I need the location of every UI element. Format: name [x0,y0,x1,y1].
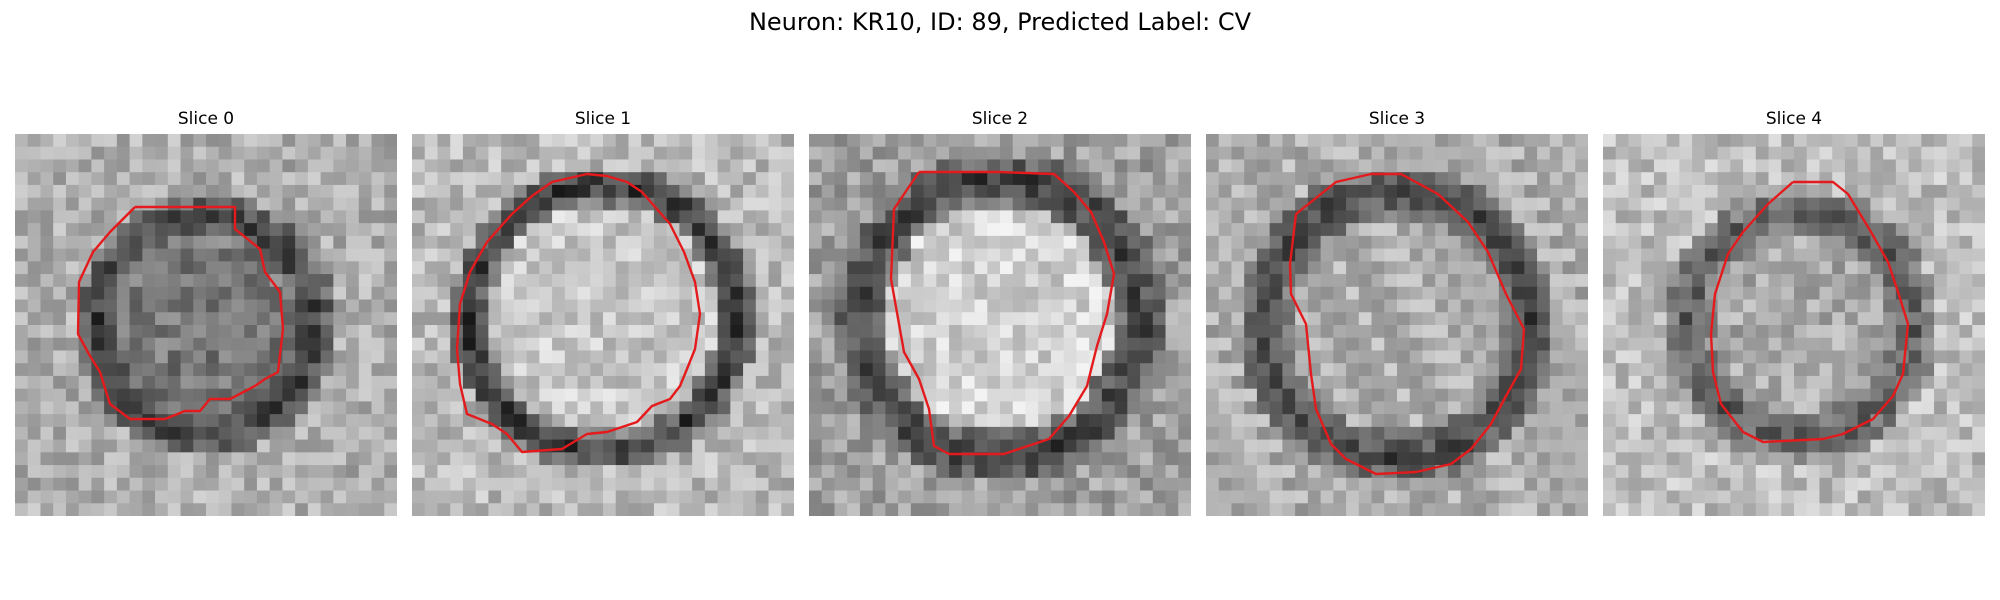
segmentation-contour [1709,180,1910,444]
slice-panel-1: Slice 1 [412,108,794,516]
slice-panel-0: Slice 0 [15,108,397,516]
segmentation-contour [76,205,285,421]
segmentation-contour [455,172,702,454]
slice-title: Slice 2 [971,109,1029,129]
segmentation-contour [1288,172,1526,476]
slice-panel-4: Slice 4 [1603,108,1985,516]
slice-title: Slice 3 [1368,109,1426,129]
slice-title: Slice 1 [574,109,632,129]
slice-image [15,134,397,516]
slice-title: Slice 4 [1765,109,1823,129]
slice-panel-2: Slice 2 [809,108,1191,516]
slice-image [809,134,1191,516]
slice-panel-3: Slice 3 [1206,108,1588,516]
slice-image [412,134,794,516]
slice-title: Slice 0 [177,109,235,129]
slice-image [1603,134,1985,516]
slice-image [1206,134,1588,516]
figure-title: Neuron: KR10, ID: 89, Predicted Label: C… [748,8,1252,36]
segmentation-contour [889,170,1116,456]
